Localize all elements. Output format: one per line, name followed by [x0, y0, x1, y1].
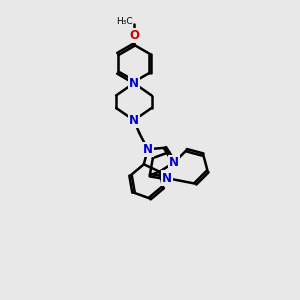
Text: O: O: [129, 29, 139, 42]
Text: N: N: [129, 76, 139, 90]
Text: N: N: [169, 156, 179, 169]
Text: N: N: [143, 143, 153, 156]
Text: N: N: [129, 114, 139, 127]
Text: N: N: [162, 172, 172, 185]
Text: H₃C: H₃C: [116, 17, 133, 26]
